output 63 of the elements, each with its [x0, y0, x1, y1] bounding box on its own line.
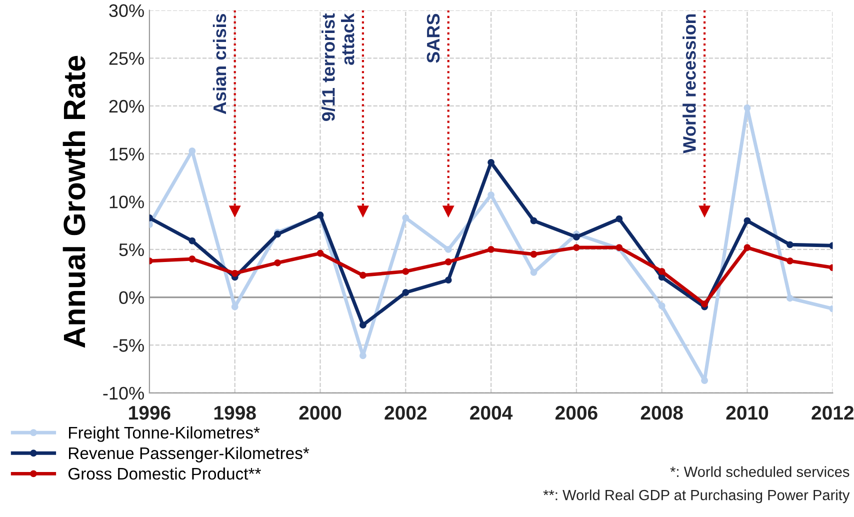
legend-label: Freight Tonne-Kilometres*: [69, 426, 260, 442]
point: [488, 246, 495, 253]
point: [701, 300, 708, 308]
point: [530, 268, 538, 276]
legend-label: Gross Domestic Product**: [68, 467, 261, 480]
x-tick-label: 2004: [470, 406, 513, 420]
point: [530, 250, 538, 258]
legend-label: Revenue Passenger-Kilometres*: [69, 446, 310, 462]
point: [572, 244, 580, 252]
ref-line-label: SARS: [426, 14, 440, 63]
point: [274, 259, 282, 266]
y-tick-label: -10%: [103, 386, 144, 400]
y-tick-label: 10%: [110, 196, 144, 208]
point: [359, 272, 366, 279]
point: [658, 274, 666, 281]
point: [744, 217, 751, 224]
point: [744, 244, 751, 252]
x-tick-label: 2000: [299, 406, 342, 420]
point: [488, 191, 495, 198]
point: [402, 289, 410, 296]
point: [188, 147, 196, 154]
y-tick-label: 5%: [119, 243, 144, 256]
point: [188, 237, 196, 244]
point: [402, 214, 410, 222]
point: [488, 158, 495, 166]
point: [658, 268, 666, 275]
y-tick-label: 30%: [109, 4, 144, 18]
point: [701, 377, 708, 384]
x-tick-label: 1998: [214, 406, 256, 420]
point: [786, 294, 794, 302]
x-tick-label: 2002: [384, 406, 426, 420]
point: [786, 241, 794, 248]
point: [316, 250, 324, 257]
x-tick-label: 2012: [812, 406, 854, 420]
x-tick-label: 1996: [129, 406, 170, 420]
point: [231, 270, 238, 277]
y-tick-label: 20%: [109, 100, 144, 113]
y-tick-label: 15%: [110, 148, 144, 161]
x-tick-label: 2006: [556, 406, 598, 420]
point: [402, 268, 410, 275]
point: [786, 257, 794, 264]
text: **: World Real GDP at Purchasing Power Parity: [543, 490, 850, 504]
text: *: World scheduled services: [670, 466, 850, 477]
point: [444, 246, 452, 253]
x-tick-label: 2008: [640, 406, 683, 420]
point: [359, 352, 366, 360]
point: [444, 258, 452, 266]
point: [359, 322, 366, 328]
point: [744, 104, 751, 112]
y-tick-label: -5%: [113, 339, 144, 352]
point: [530, 217, 538, 224]
point: [616, 215, 623, 222]
x-tick-label: 2010: [726, 406, 768, 420]
ref-line-label: Asian crisis: [212, 14, 226, 114]
y-tick-label: 25%: [109, 52, 144, 65]
point: [572, 234, 580, 240]
ref-line-label: World recession: [682, 14, 696, 154]
point: [444, 276, 452, 284]
ref-line-label: 9/11 terrorist attack: [322, 13, 354, 121]
point: [658, 302, 666, 310]
y-axis-title: Annual Growth Rate: [62, 56, 86, 348]
y-tick-label: 0%: [119, 291, 144, 304]
point: [188, 256, 196, 262]
